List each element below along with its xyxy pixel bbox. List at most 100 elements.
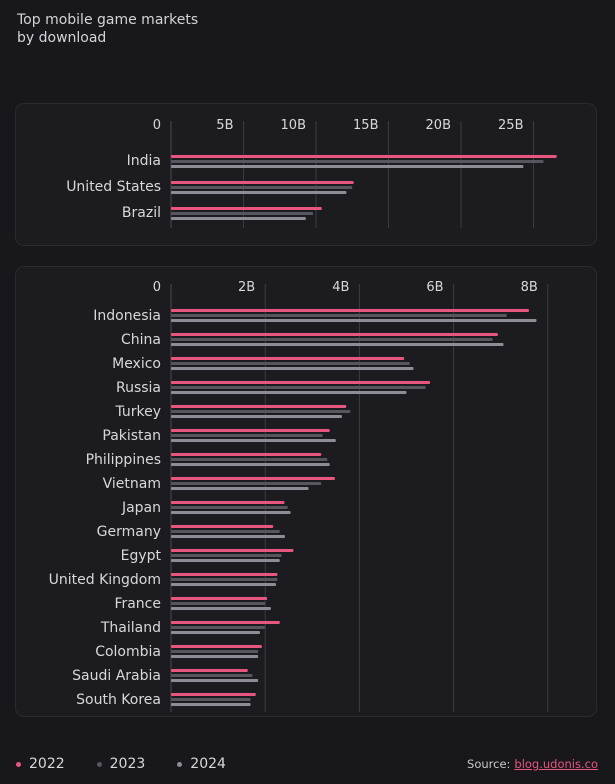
legend-label-2023: 2023: [109, 756, 146, 772]
top-tick-label-10B: 10B: [281, 118, 306, 133]
top-bar-2022: [171, 155, 557, 158]
main-bar-2023: [171, 386, 426, 389]
main-bar-2022: [171, 549, 294, 552]
main-bar-2023: [171, 650, 259, 653]
top-bar-2022: [171, 207, 322, 210]
main-tick-label-8B: 8B: [521, 280, 538, 295]
source-note: Source: blog.udonis.co: [467, 757, 598, 771]
main-bar-2023: [171, 410, 351, 413]
main-category-label: France: [114, 596, 161, 612]
top-bar-2024: [171, 217, 306, 220]
legend-item-2023: 2023: [96, 756, 146, 772]
main-bar-2024: [171, 583, 277, 586]
chart-title: Top mobile game markets by download: [17, 11, 317, 47]
main-category-label: Indonesia: [93, 308, 161, 324]
main-category-label: Vietnam: [103, 476, 161, 492]
main-bar-2023: [171, 554, 282, 557]
top-markets-panel: [15, 103, 597, 246]
legend-dot-2022-icon: [16, 761, 21, 767]
main-bar-2023: [171, 506, 288, 509]
legend: 2022 2023 2024: [16, 756, 258, 772]
top-tick-label-20B: 20B: [426, 118, 451, 133]
main-bar-2024: [171, 511, 291, 514]
main-bar-2022: [171, 525, 274, 528]
main-bar-2022: [171, 501, 285, 504]
main-bar-2024: [171, 559, 280, 562]
main-bar-2023: [171, 362, 410, 365]
main-bar-2024: [171, 415, 342, 418]
main-bar-2024: [171, 343, 504, 346]
legend-item-2022: 2022: [16, 756, 65, 772]
main-bar-2023: [171, 626, 266, 629]
main-bar-2023: [171, 578, 278, 581]
top-bar-2023: [171, 212, 314, 215]
main-category-label: Thailand: [100, 620, 161, 636]
chart-title-line-2: by download: [17, 30, 107, 46]
legend-label-2022: 2022: [29, 756, 65, 772]
main-bar-2022: [171, 309, 529, 312]
top-tick-label-15B: 15B: [353, 118, 378, 133]
main-tick-label-6B: 6B: [426, 280, 443, 295]
main-category-label: Colombia: [95, 644, 161, 660]
main-category-label: United Kingdom: [49, 572, 161, 588]
top-category-label: United States: [66, 179, 161, 195]
main-bar-2022: [171, 429, 330, 432]
main-bar-2023: [171, 314, 507, 317]
main-category-label: China: [121, 332, 161, 348]
main-bar-2022: [171, 597, 268, 600]
main-category-label: Germany: [97, 524, 161, 540]
main-bar-2024: [171, 391, 407, 394]
main-tick-label-0: 0: [153, 280, 161, 295]
legend-dot-2024-icon: [177, 761, 183, 767]
main-bar-2022: [171, 405, 347, 408]
main-bar-2024: [171, 535, 285, 538]
main-category-label: Turkey: [114, 404, 161, 420]
main-bar-2023: [171, 434, 323, 437]
main-category-label: South Korea: [76, 692, 161, 708]
top-tick-label-25B: 25B: [498, 118, 523, 133]
main-bar-2024: [171, 487, 309, 490]
top-bar-2022: [171, 181, 354, 184]
main-bar-2024: [171, 319, 537, 322]
main-bar-2023: [171, 338, 493, 341]
main-bar-2022: [171, 669, 248, 672]
main-bar-2024: [171, 631, 261, 634]
main-bar-2023: [171, 458, 328, 461]
top-bar-2024: [171, 191, 347, 194]
main-bar-2022: [171, 333, 498, 336]
main-bar-2022: [171, 621, 280, 624]
top-bar-2023: [171, 186, 353, 189]
main-category-label: Japan: [121, 500, 161, 516]
chart-title-line-1: Top mobile game markets: [17, 12, 199, 28]
main-tick-label-2B: 2B: [238, 280, 255, 295]
top-category-label: India: [127, 153, 161, 169]
legend-item-2024: 2024: [177, 756, 226, 772]
main-bar-2024: [171, 655, 259, 658]
main-category-label: Philippines: [86, 452, 161, 468]
main-tick-label-4B: 4B: [332, 280, 349, 295]
source-link[interactable]: blog.udonis.co: [514, 757, 598, 771]
main-bar-2022: [171, 453, 322, 456]
main-bar-2023: [171, 482, 322, 485]
top-category-label: Brazil: [122, 205, 161, 221]
top-bar-2023: [171, 160, 544, 163]
main-category-label: Russia: [116, 380, 161, 396]
main-bar-2022: [171, 645, 262, 648]
legend-label-2024: 2024: [190, 756, 226, 772]
legend-dot-2023-icon: [96, 761, 102, 767]
other-markets-panel: [15, 266, 597, 717]
top-bar-2024: [171, 165, 524, 168]
main-bar-2024: [171, 463, 330, 466]
main-bar-2022: [171, 357, 405, 360]
main-category-label: Pakistan: [102, 428, 161, 444]
main-bar-2022: [171, 693, 256, 696]
main-bar-2023: [171, 674, 253, 677]
source-label: Source:: [467, 757, 511, 771]
main-category-label: Saudi Arabia: [72, 668, 161, 684]
main-bar-2024: [171, 439, 336, 442]
main-category-label: Egypt: [121, 548, 162, 564]
main-bar-2023: [171, 698, 251, 701]
main-bar-2024: [171, 607, 271, 610]
main-bar-2022: [171, 381, 431, 384]
